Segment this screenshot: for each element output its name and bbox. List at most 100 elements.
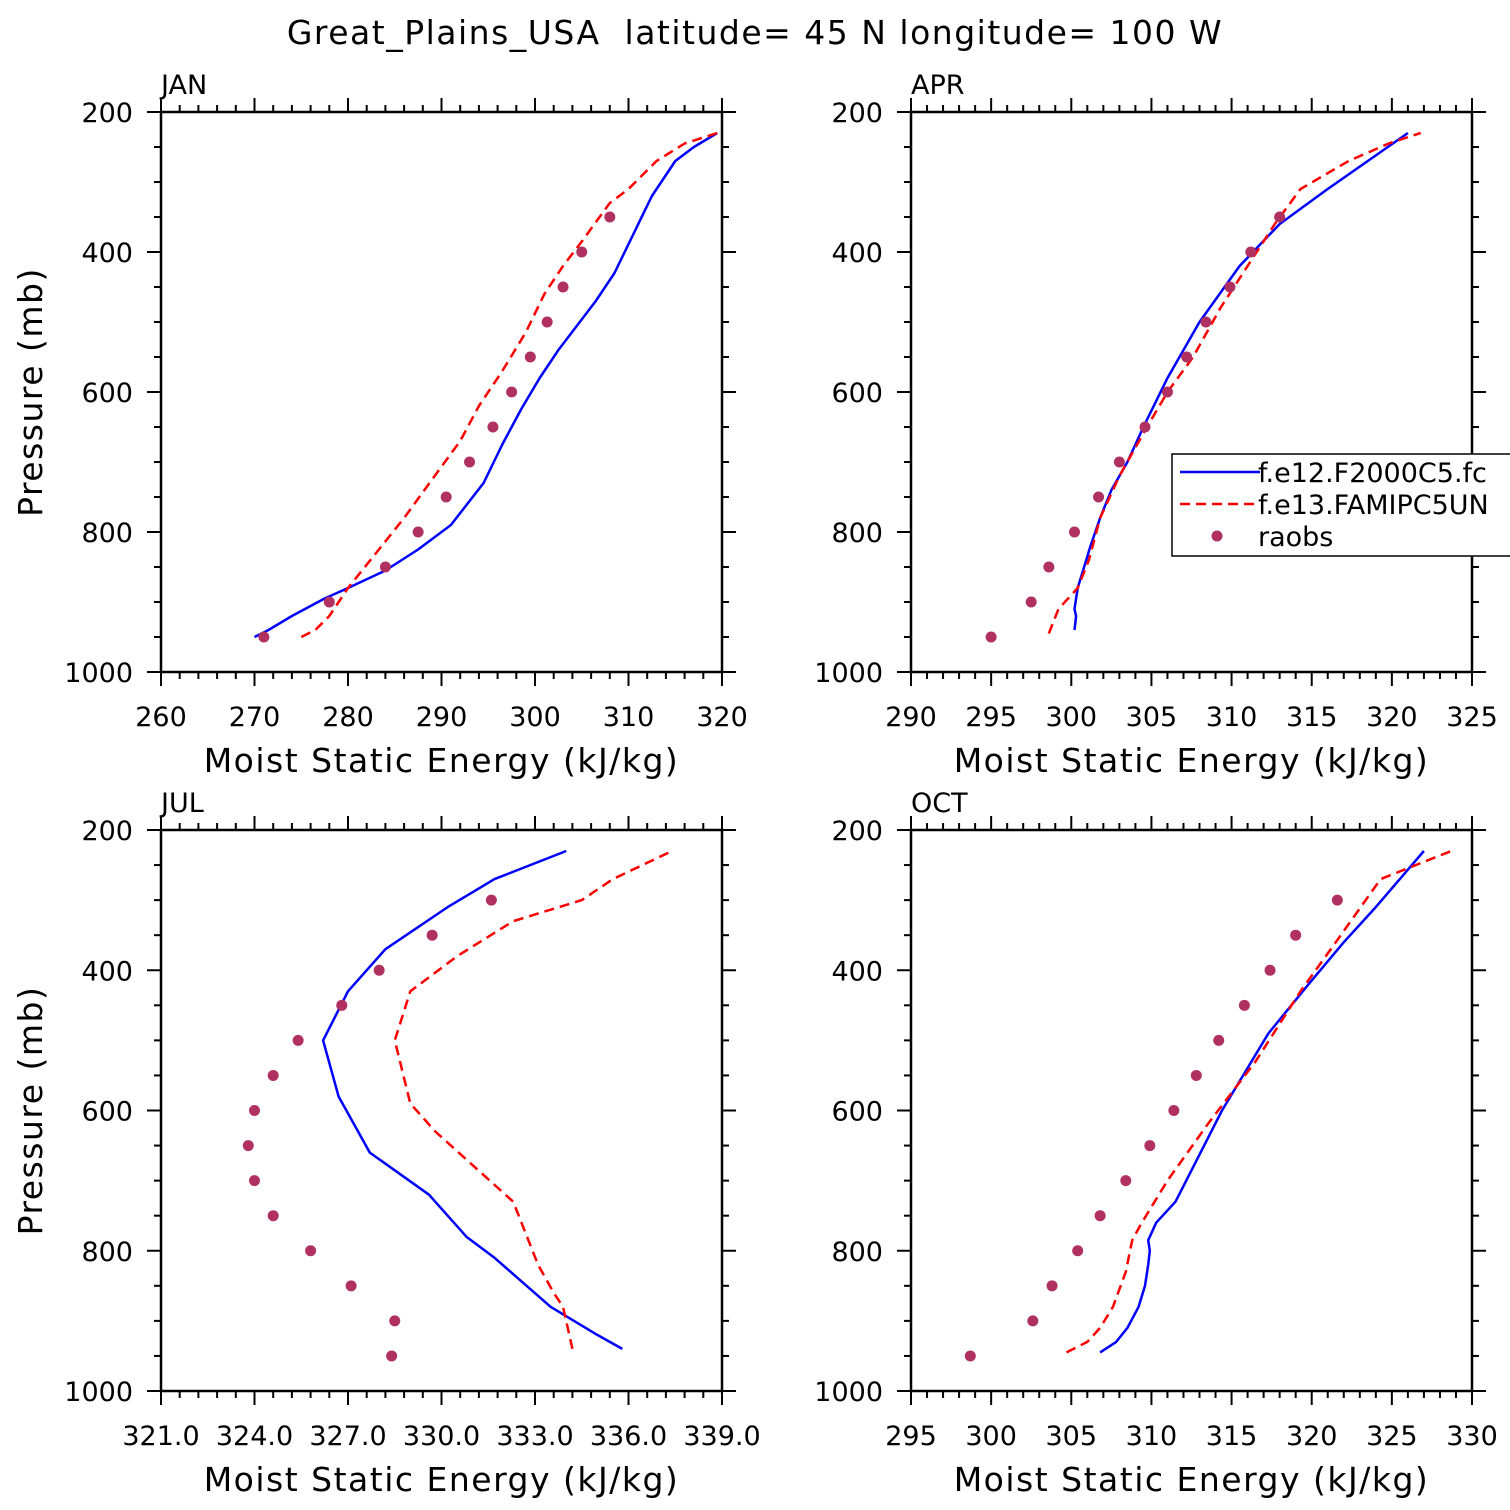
legend-entry-label: f.e13.FAMIPC5UN	[1258, 490, 1489, 521]
raobs-point	[985, 631, 997, 643]
x-tick-label: 295	[885, 1421, 937, 1452]
raobs-point	[1224, 281, 1236, 293]
raobs-point	[1331, 894, 1343, 906]
x-tick-label: 327.0	[309, 1421, 386, 1452]
x-tick-label: 315	[1286, 702, 1338, 733]
raobs-point	[305, 1245, 317, 1257]
model-a-line	[321, 849, 623, 1350]
y-tick-label: 200	[831, 816, 883, 847]
figure-title: Great_Plains_USA latitude= 45 N longitud…	[287, 13, 1223, 52]
raobs-point	[1181, 351, 1193, 363]
y-tick-label: 800	[81, 1237, 133, 1268]
y-tick-label: 400	[831, 956, 883, 987]
x-axis-label: Moist Static Energy (kJ/kg)	[204, 1460, 680, 1499]
x-tick-label: 320	[1366, 702, 1418, 733]
raobs-point	[1027, 1315, 1039, 1327]
series-group	[242, 849, 673, 1362]
raobs-point	[249, 1175, 260, 1187]
raobs-point	[1238, 999, 1250, 1011]
raobs-point	[1068, 526, 1080, 538]
y-tick-label: 1000	[814, 658, 883, 689]
raobs-point	[323, 596, 335, 608]
panel-label: JAN	[159, 70, 207, 101]
raobs-point	[373, 964, 385, 976]
y-axis-label: Pressure (mb)	[11, 986, 50, 1236]
y-axis-label: Pressure (mb)	[11, 267, 50, 517]
panel-jul: 321.0 324.0 327.0 330.0 333.0 336.0 339.0 200 40…	[11, 788, 761, 1499]
x-tick-label: 290	[416, 702, 468, 733]
raobs-point	[292, 1034, 304, 1046]
raobs-point	[267, 1069, 279, 1081]
y-tick-label: 800	[831, 1237, 883, 1268]
raobs-point	[1168, 1105, 1180, 1116]
x-tick-label: 290	[885, 702, 937, 733]
raobs-point	[386, 1350, 398, 1362]
raobs-point	[1093, 491, 1105, 503]
raobs-point	[1200, 316, 1212, 328]
raobs-point	[1190, 1069, 1202, 1081]
raobs-point	[1046, 1280, 1058, 1292]
raobs-point	[604, 211, 616, 223]
x-tick-label: 310	[1126, 1421, 1178, 1452]
raobs-point	[1144, 1140, 1156, 1152]
raobs-point	[1161, 386, 1173, 398]
raobs-point	[1025, 596, 1037, 608]
x-tick-label: 336.0	[590, 1421, 667, 1452]
raobs-point	[485, 894, 497, 906]
raobs-point	[336, 999, 348, 1011]
y-tick-label: 600	[831, 378, 883, 409]
y-tick-label: 200	[81, 816, 133, 847]
y-tick-label: 400	[81, 238, 133, 269]
x-tick-label: 310	[1206, 702, 1258, 733]
x-tick-label: 310	[603, 702, 655, 733]
raobs-point	[1043, 561, 1055, 573]
raobs-point	[389, 1315, 401, 1327]
raobs-point	[242, 1140, 254, 1152]
raobs-point	[440, 491, 452, 503]
series-group	[964, 849, 1452, 1362]
model-a-line	[1099, 850, 1425, 1354]
y-tick-label: 1000	[814, 1377, 883, 1408]
raobs-point	[345, 1280, 357, 1292]
y-tick-label: 400	[831, 238, 883, 269]
x-tick-label: 305	[1046, 1421, 1098, 1452]
y-tick-label: 600	[81, 1097, 133, 1128]
x-tick-label: 325	[1446, 702, 1498, 733]
raobs-point	[524, 351, 536, 363]
x-tick-label: 330.0	[403, 1421, 480, 1452]
raobs-point	[557, 281, 569, 293]
model-b-line	[393, 849, 673, 1350]
y-tick-label: 600	[831, 1097, 883, 1128]
model-a-line	[253, 131, 718, 639]
panel-label: JUL	[159, 788, 204, 819]
panel-jan: 260 270 280 290 300 310 320 200 400 600 800 1000 JAN…	[11, 70, 748, 780]
y-tick-label: 1000	[64, 658, 133, 689]
y-tick-label: 1000	[64, 1377, 133, 1408]
raobs-point	[1094, 1210, 1106, 1222]
y-tick-label: 600	[81, 378, 133, 409]
x-tick-label: 295	[965, 702, 1017, 733]
raobs-point	[464, 456, 476, 468]
raobs-point	[541, 316, 553, 328]
raobs-point	[249, 1105, 260, 1116]
x-tick-label: 305	[1126, 702, 1178, 733]
panels: 260 270 280 290 300 310 320 200 400 600 800 1000 JAN…	[11, 70, 1510, 1499]
raobs-point	[964, 1350, 976, 1362]
raobs-point	[1120, 1175, 1132, 1187]
y-tick-label: 200	[831, 98, 883, 129]
x-tick-label: 270	[229, 702, 281, 733]
x-axis-label: Moist Static Energy (kJ/kg)	[954, 741, 1430, 780]
panel-label: APR	[911, 70, 965, 101]
x-tick-label: 260	[135, 702, 187, 733]
x-tick-label: 325	[1366, 1421, 1418, 1452]
raobs-point	[379, 561, 391, 573]
x-axis-label: Moist Static Energy (kJ/kg)	[204, 741, 680, 780]
raobs-point	[1245, 246, 1257, 258]
x-tick-label: 333.0	[496, 1421, 573, 1452]
y-tick-label: 800	[81, 518, 133, 549]
panel-oct: 295 300 305 310 315 320 325 330 200 400 600 800 1000…	[814, 788, 1497, 1499]
panel-apr: 290 295 300 305 310 315 320 325 200 400 600 800 1000…	[814, 70, 1510, 780]
model-b-line	[1065, 849, 1452, 1354]
series-group	[253, 131, 718, 643]
raobs-point	[1072, 1245, 1084, 1257]
